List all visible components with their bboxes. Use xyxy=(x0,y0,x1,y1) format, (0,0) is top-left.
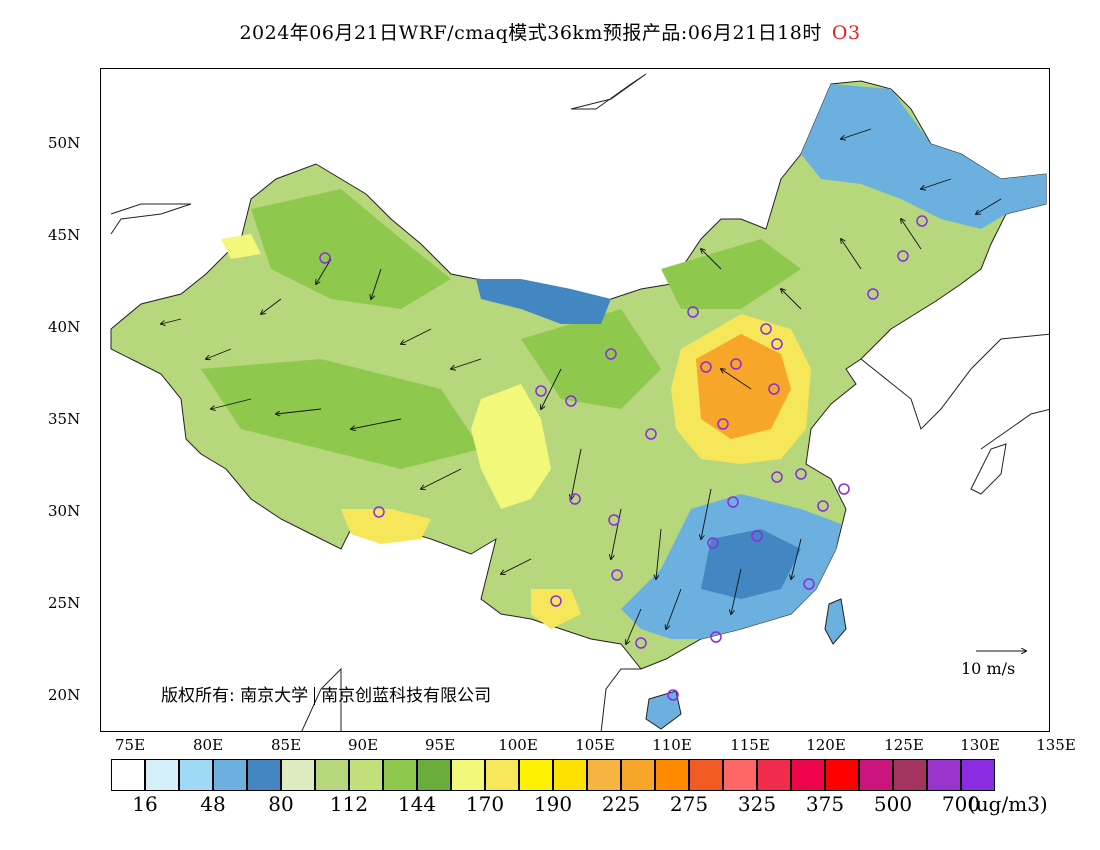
map-canvas xyxy=(110,73,1049,731)
legend-label: 325 xyxy=(737,792,777,816)
lat-label: 40N xyxy=(48,318,81,336)
title-text: 2024年06月21日WRF/cmaq模式36km预报产品:06月21日18时 xyxy=(239,22,822,44)
neighbor-coast xyxy=(970,443,1007,495)
dark-green-zone xyxy=(201,359,481,469)
legend-swatch xyxy=(655,759,689,791)
legend-swatch xyxy=(485,759,519,791)
blue-zone xyxy=(701,529,801,599)
species-label: O3 xyxy=(831,22,861,44)
yellow-zone xyxy=(531,589,581,629)
legend-swatch xyxy=(179,759,213,791)
lon-label: 85E xyxy=(270,736,302,754)
legend-swatch xyxy=(281,759,315,791)
copyright-org2: 南京创蓝科技有限公司 xyxy=(321,686,492,706)
legend-swatch xyxy=(689,759,723,791)
legend-swatch xyxy=(417,759,451,791)
legend-swatch xyxy=(111,759,145,791)
legend-swatch xyxy=(553,759,587,791)
wind-vectors xyxy=(161,128,1002,644)
lat-label: 45N xyxy=(48,226,81,244)
legend-swatch xyxy=(519,759,553,791)
legend-label: 190 xyxy=(533,792,573,816)
legend-swatch xyxy=(825,759,859,791)
taiwan xyxy=(824,598,847,645)
legend-swatch xyxy=(791,759,825,791)
lon-label: 125E xyxy=(884,736,924,754)
legend-swatch xyxy=(859,759,893,791)
lon-label: 100E xyxy=(498,736,538,754)
copyright-org1: 南京大学 xyxy=(240,686,309,706)
dark-green-zone xyxy=(251,189,451,309)
chart-title: 2024年06月21日WRF/cmaq模式36km预报产品:06月21日18时 O… xyxy=(0,18,1100,45)
legend-label: 275 xyxy=(669,792,709,816)
legend-swatch xyxy=(893,759,927,791)
lon-label: 80E xyxy=(192,736,224,754)
lon-label: 120E xyxy=(806,736,846,754)
yellow-zone xyxy=(341,509,431,544)
lon-label: 135E xyxy=(1036,736,1076,754)
neighbor-coast xyxy=(860,333,1049,430)
lon-label: 105E xyxy=(575,736,615,754)
neighbor-coast xyxy=(600,668,641,731)
legend-swatch xyxy=(383,759,417,791)
legend-swatch xyxy=(451,759,485,791)
neighbor-coast xyxy=(980,408,1049,450)
neighbor-coast xyxy=(301,667,342,731)
lon-label: 115E xyxy=(730,736,770,754)
legend-swatch xyxy=(723,759,757,791)
legend-unit: (ug/m3) xyxy=(968,792,1048,816)
legend-swatch xyxy=(927,759,961,791)
lat-label: 25N xyxy=(48,594,81,612)
legend-swatch xyxy=(961,759,995,791)
lon-label: 75E xyxy=(114,736,146,754)
legend-label: 700 xyxy=(941,792,981,816)
legend-label: 16 xyxy=(132,792,158,816)
lat-label: 30N xyxy=(48,502,81,520)
legend-swatch xyxy=(621,759,655,791)
lon-label: 110E xyxy=(652,736,692,754)
lat-label: 50N xyxy=(48,134,81,152)
legend-swatch xyxy=(587,759,621,791)
blue-zone xyxy=(801,84,1046,229)
legend-label: 48 xyxy=(200,792,226,816)
legend-swatch xyxy=(757,759,791,791)
copyright-prefix: 版权所有: xyxy=(161,686,235,706)
lon-label: 130E xyxy=(960,736,1000,754)
copyright-notice: 版权所有: 南京大学 南京创蓝科技有限公司 xyxy=(161,681,491,706)
dark-green-zone xyxy=(661,239,801,309)
lat-label: 35N xyxy=(48,410,81,428)
legend-label: 225 xyxy=(601,792,641,816)
ozone-map: 10 m/s 版权所有: 南京大学 南京创蓝科技有限公司 xyxy=(100,68,1050,732)
legend-label: 170 xyxy=(465,792,505,816)
yellow-zone xyxy=(471,384,551,509)
legend-label: 375 xyxy=(805,792,845,816)
legend-swatch xyxy=(247,759,281,791)
legend-label: 112 xyxy=(329,792,369,816)
yellow-zone xyxy=(221,234,261,259)
legend-swatch xyxy=(213,759,247,791)
dark-green-zone xyxy=(521,309,661,409)
lon-label: 90E xyxy=(347,736,379,754)
legend-swatch xyxy=(315,759,349,791)
legend-label: 144 xyxy=(397,792,437,816)
legend-label: 80 xyxy=(268,792,294,816)
legend-label: 500 xyxy=(873,792,913,816)
wind-reference-label: 10 m/s xyxy=(961,659,1016,678)
copyright-divider xyxy=(314,687,316,705)
orange-zone xyxy=(696,334,791,439)
neighbor-coast xyxy=(570,73,647,110)
station-markers xyxy=(319,215,928,701)
legend-swatch xyxy=(349,759,383,791)
hainan xyxy=(645,690,682,730)
blue-zone xyxy=(476,279,611,324)
neighbor-coast xyxy=(110,203,192,235)
legend-swatch xyxy=(145,759,179,791)
lon-label: 95E xyxy=(424,736,456,754)
lat-label: 20N xyxy=(48,686,81,704)
